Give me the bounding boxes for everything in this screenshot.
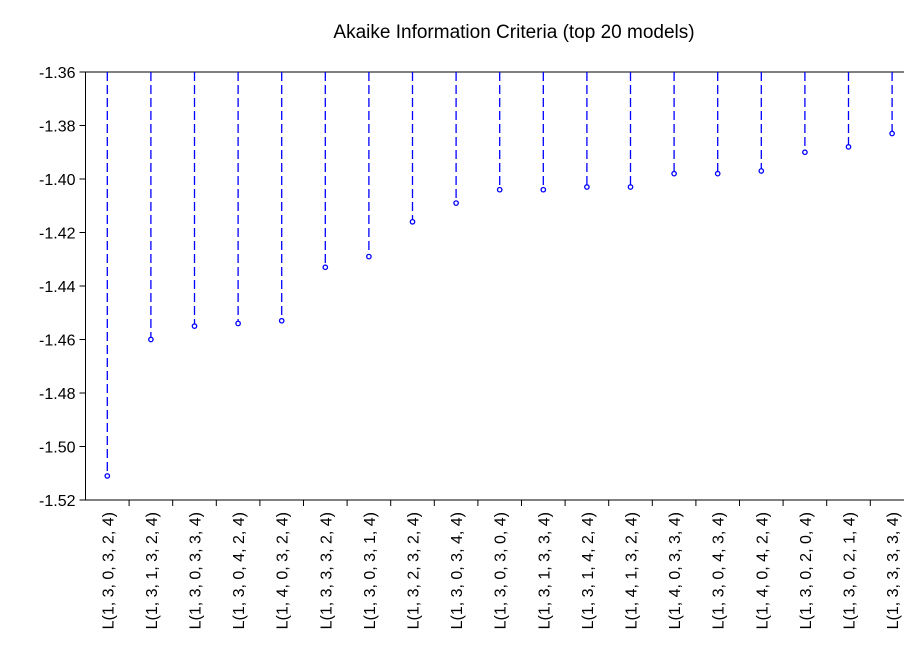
marker bbox=[540, 186, 547, 193]
marker bbox=[889, 130, 895, 137]
x-tick-label: L(1, 3, 3, 3, 3, 4) bbox=[885, 512, 902, 629]
marker bbox=[671, 170, 677, 177]
marker bbox=[453, 200, 459, 206]
y-tick-label: -1.52 bbox=[39, 493, 76, 510]
x-tick-label: L(1, 4, 0, 3, 2, 4) bbox=[275, 512, 292, 629]
y-tick-label: -1.36 bbox=[39, 65, 76, 82]
y-tick-label: -1.46 bbox=[39, 333, 76, 350]
marker bbox=[845, 144, 852, 150]
marker bbox=[278, 317, 285, 324]
y-tick-label: -1.48 bbox=[39, 386, 76, 403]
x-tick-label: L(1, 3, 1, 3, 3, 4) bbox=[536, 512, 553, 629]
x-tick-label: L(1, 3, 0, 4, 2, 4) bbox=[231, 512, 248, 629]
marker bbox=[104, 473, 111, 479]
marker bbox=[496, 186, 503, 193]
marker bbox=[191, 323, 198, 329]
x-tick-label: L(1, 3, 1, 4, 2, 4) bbox=[580, 512, 597, 629]
x-tick-label: L(1, 4, 0, 3, 3, 4) bbox=[667, 512, 684, 629]
y-tick-label: -1.40 bbox=[39, 172, 76, 189]
marker bbox=[758, 168, 765, 174]
x-tick-label: L(1, 3, 0, 2, 0, 4) bbox=[798, 512, 815, 629]
x-tick-label: L(1, 3, 0, 3, 0, 4) bbox=[493, 512, 510, 629]
chart-title: Akaike Information Criteria (top 20 mode… bbox=[333, 22, 694, 43]
marker bbox=[235, 320, 241, 327]
y-tick-label: -1.42 bbox=[39, 226, 76, 243]
x-tick-label: L(1, 3, 3, 3, 2, 4) bbox=[318, 512, 335, 629]
marker bbox=[714, 170, 721, 177]
x-tick-label: L(1, 3, 0, 3, 2, 4) bbox=[100, 512, 117, 629]
x-tick-label: L(1, 3, 0, 3, 1, 4) bbox=[362, 512, 379, 629]
marker bbox=[627, 184, 634, 190]
x-tick-label: L(1, 3, 0, 4, 3, 4) bbox=[711, 512, 728, 629]
marker bbox=[584, 184, 590, 190]
x-tick-label: L(1, 3, 1, 3, 2, 4) bbox=[144, 512, 161, 629]
marker bbox=[409, 218, 416, 225]
marker bbox=[148, 336, 154, 343]
x-tick-label: L(1, 3, 2, 3, 2, 4) bbox=[406, 512, 423, 629]
x-tick-label: L(1, 4, 1, 3, 2, 4) bbox=[624, 512, 641, 629]
marker bbox=[366, 253, 372, 260]
y-tick-label: -1.44 bbox=[39, 279, 76, 296]
y-tick-label: -1.38 bbox=[39, 119, 76, 136]
x-tick-label: L(1, 3, 0, 3, 3, 4) bbox=[188, 512, 205, 629]
x-tick-label: L(1, 3, 0, 3, 4, 4) bbox=[449, 512, 466, 629]
y-tick-label: -1.50 bbox=[39, 440, 76, 457]
marker bbox=[322, 264, 329, 271]
x-tick-label: L(1, 4, 0, 4, 2, 4) bbox=[754, 512, 771, 629]
x-tick-label: L(1, 3, 0, 2, 1, 4) bbox=[842, 512, 859, 629]
marker bbox=[802, 149, 808, 156]
